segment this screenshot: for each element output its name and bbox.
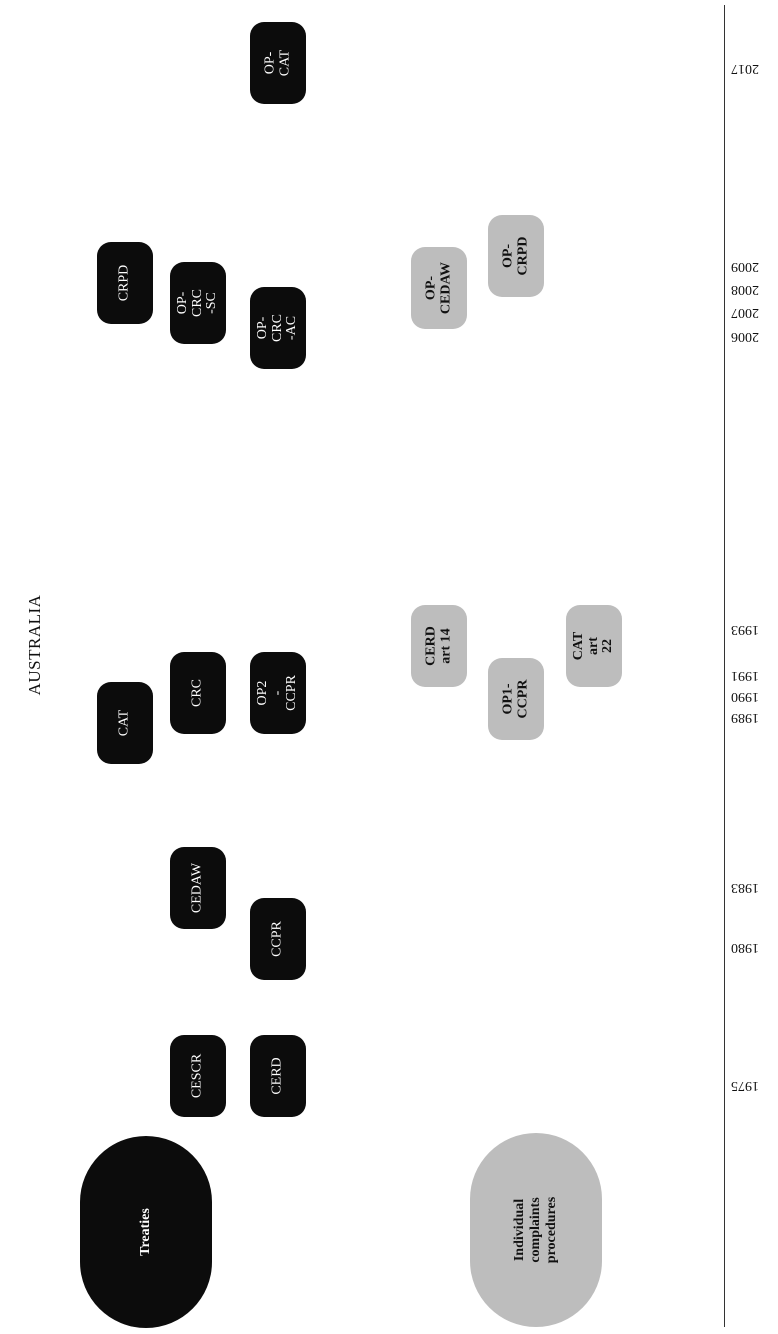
treaty-box: CESCR (170, 1035, 226, 1117)
complaint-box: OP1- CCPR (488, 658, 544, 740)
category-treaties-label: Treaties (137, 1208, 153, 1256)
treaty-label: CEDAW (189, 862, 205, 914)
treaty-label: CERD (269, 1057, 285, 1095)
treaty-box: OP-CRC -AC (250, 287, 306, 369)
complaint-box: OP- CEDAW (411, 247, 467, 329)
treaty-label: OP-CRC -SC (174, 288, 220, 318)
treaty-label: CCPR (269, 921, 285, 957)
complaint-box: CAT art 22 (566, 605, 622, 687)
category-treaties: Treaties (80, 1136, 212, 1328)
treaty-box: OP2 -CCPR (250, 652, 306, 734)
complaint-label: OP1- CCPR (500, 679, 530, 719)
treaty-label: OP2 -CCPR (254, 675, 300, 711)
treaty-box: CAT (97, 682, 153, 764)
treaty-label: OP-CRC -AC (254, 313, 300, 343)
complaint-box: OP- CRPD (488, 215, 544, 297)
treaty-label: CRPD (116, 264, 132, 302)
diagram-title: AUSTRALIA (25, 594, 44, 696)
treaty-box: CCPR (250, 898, 306, 980)
complaint-box: CERD art 14 (411, 605, 467, 687)
treaty-label: CAT (116, 709, 132, 737)
timeline-axis (724, 5, 725, 1327)
treaty-box: OP-CAT (250, 22, 306, 104)
treaty-label: OP-CAT (262, 49, 292, 77)
treaty-box: CRC (170, 652, 226, 734)
treaty-box: CRPD (97, 242, 153, 324)
treaty-label: CRC (189, 678, 205, 708)
complaint-label: OP- CRPD (500, 236, 530, 276)
complaint-label: CAT art 22 (570, 631, 616, 661)
treaty-box: CERD (250, 1035, 306, 1117)
complaint-label: OP- CEDAW (423, 261, 453, 315)
treaty-box: CEDAW (170, 847, 226, 929)
treaty-label: CESCR (189, 1053, 205, 1099)
category-complaints-label: Individual complaints procedures (511, 1196, 560, 1264)
treaty-box: OP-CRC -SC (170, 262, 226, 344)
category-individual-complaints: Individual complaints procedures (470, 1133, 602, 1327)
complaint-label: CERD art 14 (423, 626, 453, 666)
